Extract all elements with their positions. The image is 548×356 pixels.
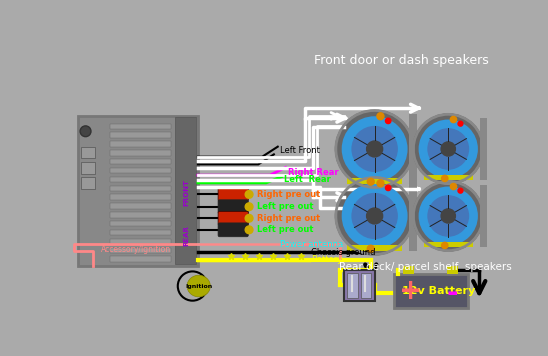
Ellipse shape: [427, 128, 469, 170]
Circle shape: [442, 242, 448, 248]
FancyBboxPatch shape: [403, 266, 414, 274]
FancyBboxPatch shape: [218, 200, 248, 214]
FancyBboxPatch shape: [480, 185, 487, 247]
Text: Left Front: Left Front: [280, 146, 320, 155]
Text: Battery: Battery: [311, 255, 342, 265]
FancyBboxPatch shape: [110, 230, 171, 235]
Circle shape: [367, 245, 374, 252]
Circle shape: [442, 175, 448, 182]
FancyBboxPatch shape: [110, 159, 171, 164]
Circle shape: [367, 178, 374, 185]
FancyBboxPatch shape: [110, 177, 171, 182]
Text: Right Rear: Right Rear: [288, 168, 339, 177]
Ellipse shape: [413, 114, 483, 184]
FancyBboxPatch shape: [81, 162, 95, 174]
Text: +: +: [399, 277, 423, 305]
FancyBboxPatch shape: [218, 211, 248, 225]
FancyBboxPatch shape: [110, 168, 171, 173]
FancyBboxPatch shape: [394, 274, 467, 308]
FancyBboxPatch shape: [110, 203, 171, 209]
FancyBboxPatch shape: [110, 221, 171, 226]
Circle shape: [245, 226, 253, 234]
Text: Power antenna: Power antenna: [280, 240, 343, 249]
Ellipse shape: [336, 110, 413, 188]
FancyBboxPatch shape: [110, 247, 171, 253]
Ellipse shape: [441, 141, 456, 157]
FancyBboxPatch shape: [409, 114, 417, 184]
Text: Accessory/Ignition: Accessory/Ignition: [101, 245, 171, 253]
Circle shape: [377, 180, 384, 187]
FancyBboxPatch shape: [110, 239, 171, 244]
Text: Left  Rear: Left Rear: [284, 175, 330, 184]
FancyBboxPatch shape: [110, 150, 171, 156]
Text: Left pre out: Left pre out: [257, 225, 313, 234]
FancyBboxPatch shape: [361, 273, 371, 298]
FancyBboxPatch shape: [424, 175, 473, 180]
Circle shape: [450, 116, 456, 123]
Text: 12v Battery: 12v Battery: [402, 286, 475, 296]
Circle shape: [458, 188, 463, 193]
Circle shape: [377, 113, 384, 120]
Circle shape: [458, 121, 463, 126]
FancyBboxPatch shape: [218, 223, 248, 237]
FancyBboxPatch shape: [424, 242, 473, 247]
Text: -: -: [447, 279, 458, 307]
FancyBboxPatch shape: [110, 132, 171, 138]
Circle shape: [80, 126, 91, 137]
Ellipse shape: [419, 187, 478, 245]
FancyBboxPatch shape: [409, 181, 417, 251]
Text: Ignition: Ignition: [185, 283, 212, 289]
Circle shape: [245, 214, 253, 222]
Text: REAR: REAR: [183, 225, 189, 246]
Ellipse shape: [342, 116, 408, 182]
FancyBboxPatch shape: [480, 118, 487, 180]
Ellipse shape: [413, 181, 483, 251]
FancyBboxPatch shape: [110, 256, 171, 262]
Ellipse shape: [441, 208, 456, 224]
FancyBboxPatch shape: [218, 188, 248, 201]
FancyBboxPatch shape: [447, 266, 458, 274]
Text: Chassis ground: Chassis ground: [311, 248, 375, 257]
Ellipse shape: [419, 120, 478, 178]
FancyBboxPatch shape: [347, 178, 402, 184]
Text: Left pre out: Left pre out: [257, 202, 313, 211]
FancyBboxPatch shape: [81, 178, 95, 189]
Ellipse shape: [427, 195, 469, 237]
FancyBboxPatch shape: [110, 141, 171, 147]
Text: Right pre out: Right pre out: [257, 214, 320, 223]
Ellipse shape: [351, 126, 398, 172]
Text: Right pre out: Right pre out: [257, 190, 320, 199]
FancyBboxPatch shape: [110, 185, 171, 191]
FancyBboxPatch shape: [78, 116, 198, 266]
FancyBboxPatch shape: [81, 147, 95, 158]
Ellipse shape: [187, 275, 210, 297]
FancyBboxPatch shape: [344, 270, 375, 301]
Ellipse shape: [351, 193, 398, 239]
Circle shape: [245, 203, 253, 211]
Circle shape: [450, 183, 456, 190]
Text: Front door or dash speakers: Front door or dash speakers: [315, 54, 489, 67]
FancyBboxPatch shape: [110, 212, 171, 218]
Text: Rear deck/ parcel shelf  speakers: Rear deck/ parcel shelf speakers: [339, 262, 511, 272]
FancyBboxPatch shape: [110, 194, 171, 200]
Ellipse shape: [342, 183, 408, 249]
FancyBboxPatch shape: [347, 245, 402, 251]
FancyBboxPatch shape: [347, 273, 358, 298]
Ellipse shape: [336, 178, 413, 255]
FancyBboxPatch shape: [110, 124, 171, 129]
Circle shape: [245, 190, 253, 198]
Ellipse shape: [366, 207, 384, 225]
Circle shape: [385, 118, 391, 124]
Ellipse shape: [178, 271, 207, 301]
FancyBboxPatch shape: [175, 117, 196, 265]
Text: FRONT: FRONT: [183, 179, 189, 206]
Circle shape: [385, 185, 391, 190]
Ellipse shape: [366, 140, 384, 158]
